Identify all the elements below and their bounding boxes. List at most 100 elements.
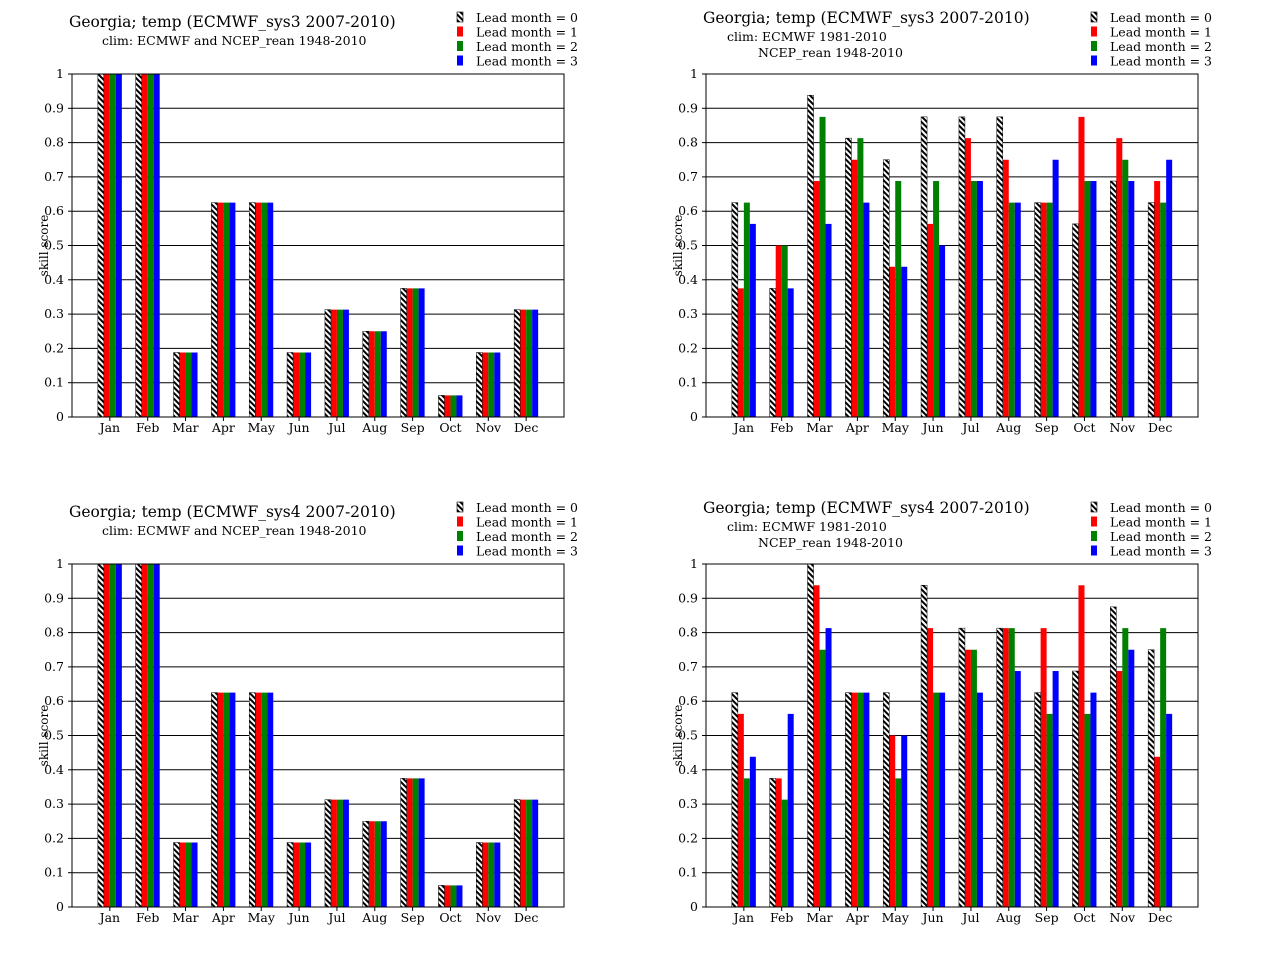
bar-aug-lead0 bbox=[996, 628, 1003, 907]
y-tick-label: 0.7 bbox=[678, 659, 698, 674]
bar-mar-lead3 bbox=[191, 352, 198, 417]
bar-apr-lead1 bbox=[217, 692, 224, 907]
y-tick-label: 0.9 bbox=[44, 590, 64, 605]
bar-oct-lead2 bbox=[1084, 713, 1091, 907]
bar-sep-lead0 bbox=[400, 778, 407, 907]
x-tick-label: Dec bbox=[1148, 420, 1172, 435]
bar-feb-lead0 bbox=[769, 778, 776, 907]
bar-may-lead1 bbox=[255, 692, 262, 907]
x-tick-label: Aug bbox=[995, 420, 1021, 435]
bar-jul-lead2 bbox=[336, 799, 343, 907]
chart-title: Georgia; temp (ECMWF_sys3 2007-2010) bbox=[69, 13, 396, 31]
bar-feb-lead2 bbox=[781, 245, 788, 417]
bar-apr-lead3 bbox=[863, 692, 870, 907]
bar-mar-lead0 bbox=[173, 352, 180, 417]
bar-jun-lead3 bbox=[939, 692, 946, 907]
bar-jul-lead3 bbox=[976, 692, 983, 907]
bar-aug-lead0 bbox=[362, 331, 369, 417]
bar-apr-lead0 bbox=[845, 692, 852, 907]
legend-label: Lead month = 3 bbox=[1110, 54, 1212, 69]
bar-nov-lead0 bbox=[476, 352, 483, 417]
x-tick-label: Feb bbox=[136, 420, 159, 435]
y-tick-label: 0.9 bbox=[678, 100, 698, 115]
bar-aug-lead2 bbox=[374, 821, 381, 907]
x-tick-label: Nov bbox=[476, 420, 502, 435]
bar-aug-lead2 bbox=[1008, 628, 1015, 907]
bar-jan-lead2 bbox=[743, 778, 750, 907]
plot-frame bbox=[705, 73, 1199, 418]
legend-swatch bbox=[457, 545, 463, 556]
chart-subtitle: clim: ECMWF 1981-2010 bbox=[727, 29, 887, 44]
bar-jun-lead2 bbox=[933, 692, 940, 907]
bar-may-lead1 bbox=[889, 266, 896, 417]
y-tick-label: 0.4 bbox=[44, 762, 64, 777]
bar-feb-lead1 bbox=[775, 778, 782, 907]
bar-jan-lead3 bbox=[115, 74, 122, 417]
x-tick-label: May bbox=[248, 910, 276, 925]
y-tick-label: 0.5 bbox=[678, 728, 698, 743]
bar-dec-lead1 bbox=[520, 799, 527, 907]
bar-feb-lead1 bbox=[775, 245, 782, 417]
bar-jun-lead0 bbox=[921, 585, 928, 907]
x-tick-label: Dec bbox=[1148, 910, 1172, 925]
bar-oct-lead2 bbox=[1084, 181, 1091, 417]
bar-oct-lead3 bbox=[1090, 692, 1097, 907]
bar-nov-lead2 bbox=[488, 842, 495, 907]
x-tick-label: Dec bbox=[514, 420, 538, 435]
bar-mar-lead2 bbox=[185, 842, 192, 907]
chart-svg: Georgia; temp (ECMWF_sys4 2007-2010) clim… bbox=[37, 500, 578, 925]
x-tick-label: Feb bbox=[136, 910, 159, 925]
x-tick-label: Sep bbox=[401, 910, 425, 925]
bar-apr-lead1 bbox=[851, 159, 858, 417]
bar-sep-lead2 bbox=[1046, 202, 1053, 417]
y-tick-label: 0.5 bbox=[44, 728, 64, 743]
bar-dec-lead1 bbox=[1154, 181, 1161, 417]
bar-sep-lead3 bbox=[1052, 159, 1059, 417]
bar-jun-lead3 bbox=[939, 245, 946, 417]
bar-dec-lead2 bbox=[1160, 202, 1167, 417]
bar-oct-lead1 bbox=[1078, 585, 1085, 907]
plot-frame bbox=[705, 563, 1199, 908]
bar-mar-lead2 bbox=[819, 649, 826, 907]
bar-nov-lead2 bbox=[1122, 159, 1129, 417]
legend-label: Lead month = 2 bbox=[1110, 529, 1212, 544]
bar-jul-lead1 bbox=[964, 138, 971, 418]
y-tick-label: 0.1 bbox=[678, 375, 698, 390]
x-tick-label: Apr bbox=[845, 910, 869, 925]
legend-label: Lead month = 3 bbox=[476, 54, 578, 69]
bar-may-lead3 bbox=[267, 692, 274, 907]
x-tick-label: Jan bbox=[98, 420, 121, 435]
bar-mar-lead2 bbox=[185, 352, 192, 417]
y-tick-label: 0.9 bbox=[44, 100, 64, 115]
bar-nov-lead1 bbox=[1116, 671, 1123, 907]
y-tick-label: 1 bbox=[690, 556, 698, 571]
x-tick-label: Aug bbox=[361, 420, 387, 435]
bar-aug-lead3 bbox=[1014, 671, 1021, 907]
x-tick-label: Feb bbox=[770, 420, 793, 435]
x-tick-label: Nov bbox=[476, 910, 502, 925]
legend-swatch bbox=[457, 55, 463, 66]
bar-mar-lead1 bbox=[813, 585, 820, 907]
chart-subtitle: clim: ECMWF and NCEP_rean 1948-2010 bbox=[102, 33, 367, 48]
bar-jun-lead3 bbox=[305, 842, 312, 907]
y-tick-label: 0.2 bbox=[678, 830, 698, 845]
x-tick-label: Nov bbox=[1110, 910, 1136, 925]
bar-jul-lead3 bbox=[342, 309, 349, 417]
y-tick-label: 0 bbox=[690, 409, 698, 424]
bar-dec-lead3 bbox=[532, 309, 539, 417]
x-tick-label: Feb bbox=[770, 910, 793, 925]
bar-oct-lead0 bbox=[1072, 223, 1079, 417]
bar-nov-lead2 bbox=[1122, 628, 1129, 907]
y-tick-label: 1 bbox=[56, 556, 64, 571]
chart-subtitle: clim: ECMWF and NCEP_rean 1948-2010 bbox=[102, 523, 367, 538]
bar-jun-lead2 bbox=[933, 181, 940, 417]
bar-jul-lead1 bbox=[330, 309, 337, 417]
bar-jul-lead0 bbox=[958, 116, 965, 417]
bar-mar-lead2 bbox=[819, 116, 826, 417]
x-tick-label: Jun bbox=[287, 910, 310, 925]
chart-subtitle: clim: ECMWF 1981-2010 bbox=[727, 519, 887, 534]
legend-label: Lead month = 3 bbox=[1110, 544, 1212, 559]
y-axis-label: skill score bbox=[671, 215, 685, 277]
y-tick-label: 0.5 bbox=[678, 238, 698, 253]
bar-feb-lead2 bbox=[147, 74, 154, 417]
